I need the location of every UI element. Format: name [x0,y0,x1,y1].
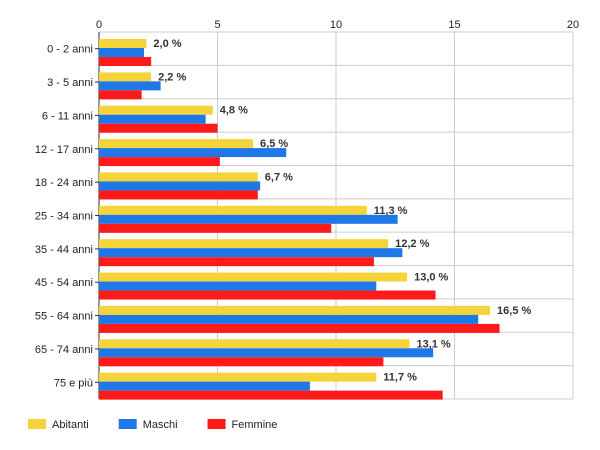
bar-abitanti [99,372,377,382]
category-label: 18 - 24 anni [35,177,93,189]
bar-femmine [99,57,152,66]
legend-label-maschi: Maschi [143,419,178,431]
bar-femmine [99,357,384,367]
bar-abitanti [99,305,491,315]
data-label: 11,7 % [383,372,417,384]
bar-maschi [99,314,479,324]
category-label: 0 - 2 anni [47,44,93,56]
x-tick-label: 15 [448,19,460,31]
category-label: 55 - 64 anni [35,311,93,323]
bar-maschi [99,48,145,57]
bar-abitanti [99,339,410,349]
data-label: 6,5 % [260,138,288,150]
bar-femmine [99,157,220,167]
bar-femmine [99,123,218,133]
bar-femmine [99,190,258,200]
data-label: 11,3 % [374,205,408,217]
bar-maschi [99,181,261,191]
bar-abitanti [99,239,389,249]
category-label: 45 - 54 anni [35,277,93,289]
bar-maschi [99,148,287,158]
bar-abitanti [99,205,367,215]
category-label: 65 - 74 anni [35,344,93,356]
bar-abitanti [99,272,408,282]
bar-abitanti [99,39,147,48]
category-label: 6 - 11 anni [42,110,93,122]
bar-maschi [99,348,434,358]
bar-femmine [99,323,500,333]
bar-maschi [99,114,206,124]
legend-swatch-maschi [118,419,137,429]
category-label: 25 - 34 anni [35,211,93,223]
x-tick-label: 5 [214,19,220,31]
x-tick-label: 20 [567,19,579,31]
data-label: 12,2 % [395,238,429,250]
bar-femmine [99,223,332,233]
bar-femmine [99,290,436,300]
bar-maschi [99,248,403,258]
legend-label-abitanti: Abitanti [52,419,89,431]
legend-swatch-femmine [207,419,226,429]
legend-label-femmine: Femmine [232,419,278,431]
bar-abitanti [99,72,152,82]
bar-abitanti [99,105,213,115]
bar-femmine [99,90,142,100]
data-label: 16,5 % [497,305,531,317]
bar-femmine [99,390,443,400]
data-label: 4,8 % [220,105,248,117]
data-label: 6,7 % [265,171,293,183]
bar-maschi [99,281,377,291]
bar-abitanti [99,139,254,149]
data-label: 13,0 % [414,272,448,284]
category-label: 12 - 17 anni [35,144,93,156]
data-label: 2,2 % [158,71,186,83]
category-label: 3 - 5 anni [47,77,93,89]
bar-femmine [99,257,374,267]
data-label: 13,1 % [416,338,450,350]
data-label: 2,0 % [153,38,181,50]
x-tick-label: 10 [330,19,342,31]
bar-maschi [99,81,161,91]
category-label: 35 - 44 anni [35,244,93,256]
x-tick-label: 0 [96,19,102,31]
category-label: 75 e più [54,377,93,389]
legend-swatch-abitanti [28,419,46,429]
bar-maschi [99,214,398,224]
bar-maschi [99,381,310,391]
bar-abitanti [99,172,258,182]
